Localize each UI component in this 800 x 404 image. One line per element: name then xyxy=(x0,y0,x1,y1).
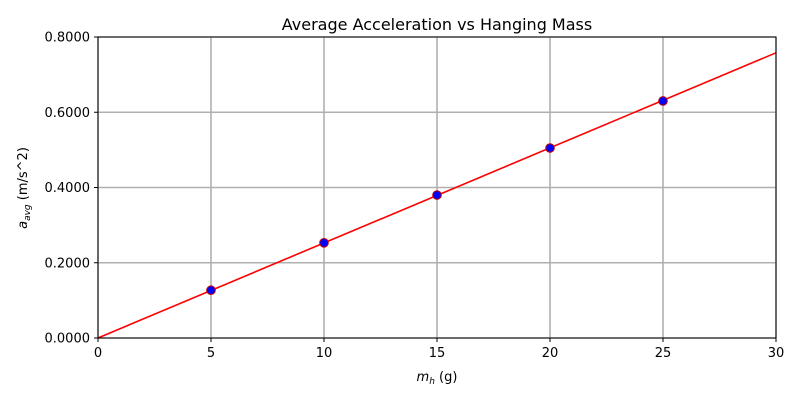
y-tick-label: 0.8000 xyxy=(45,31,91,46)
y-axis-label-sub: avg xyxy=(23,204,33,221)
chart-title: Average Acceleration vs Hanging Mass xyxy=(282,15,592,34)
x-tick-label: 25 xyxy=(655,346,672,361)
x-tick-label: 20 xyxy=(542,346,559,361)
y-tick-label: 0.6000 xyxy=(45,106,91,121)
x-axis-label-rest: (g) xyxy=(435,370,458,385)
x-tick-label: 15 xyxy=(429,346,446,361)
x-tick-label: 0 xyxy=(94,346,102,361)
x-axis-label-base: m xyxy=(417,370,430,385)
x-tick-label: 5 xyxy=(207,346,215,361)
data-point xyxy=(432,190,442,200)
axes xyxy=(94,36,777,342)
y-tick-label: 0.2000 xyxy=(45,256,91,271)
y-axis-label: aavg (m/s^2) xyxy=(16,147,33,229)
x-tick-label: 10 xyxy=(316,346,333,361)
data-point xyxy=(206,285,216,296)
y-axis-label-base: a xyxy=(16,221,31,229)
y-axis-label-rest: (m/s^2) xyxy=(16,147,31,204)
series-layer xyxy=(97,52,777,339)
data-point xyxy=(658,96,668,106)
x-axis-label-sub: h xyxy=(429,377,435,387)
y-tick-label: 0.0000 xyxy=(45,332,91,347)
x-axis-label: mh (g) xyxy=(417,370,458,387)
x-tick-label: 30 xyxy=(768,346,785,361)
data-point xyxy=(545,143,555,153)
y-tick-label: 0.4000 xyxy=(45,181,91,196)
data-point xyxy=(319,238,329,248)
tick-labels: 0 5 10 15 20 25 30 0.0000 0.2000 0.4000 0.6000 0.80… xyxy=(45,31,785,362)
